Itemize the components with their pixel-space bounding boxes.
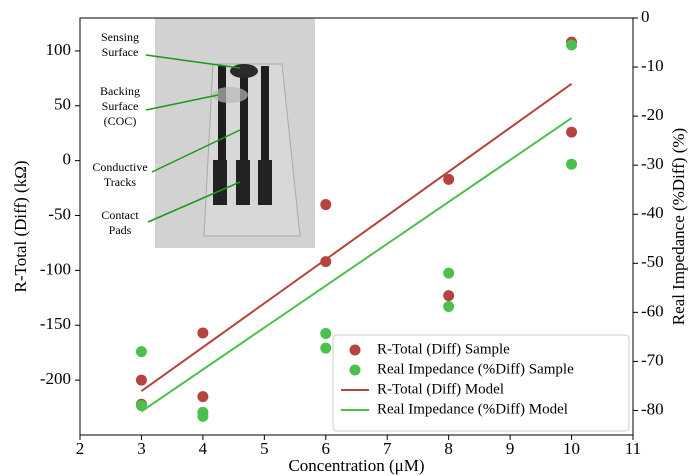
annotation: Sensing <box>101 30 139 44</box>
y2-tick-label: -60 <box>641 301 664 320</box>
annotation: Conductive <box>92 160 147 174</box>
y2-tick-label: 0 <box>641 7 650 26</box>
x-tick-label: 11 <box>625 439 641 458</box>
point <box>197 410 209 422</box>
legend-box <box>332 334 630 432</box>
y2-tick-label: -40 <box>641 203 664 222</box>
y2-tick-label: -10 <box>641 56 664 75</box>
x-tick-label: 9 <box>506 439 515 458</box>
point <box>443 173 455 185</box>
legend-label: Real Impedance (%Diff) Model <box>377 401 568 417</box>
x-tick-label: 3 <box>137 439 146 458</box>
legend-swatch <box>349 364 361 376</box>
x-tick-label: 2 <box>76 439 85 458</box>
x-axis-label: Concentration (μM) <box>288 456 424 475</box>
y2-tick-label: -80 <box>641 399 664 418</box>
point <box>135 400 147 412</box>
x-tick-label: 7 <box>383 439 392 458</box>
inset-photo <box>145 18 315 248</box>
y2-axis-label: Real Impedance (%Diff) (%) <box>669 128 688 325</box>
y-tick-label: -150 <box>40 314 71 333</box>
point <box>566 39 578 51</box>
point <box>197 391 209 403</box>
model-line <box>140 83 573 392</box>
model-line <box>140 117 573 413</box>
x-tick-label: 10 <box>563 439 580 458</box>
annotation: Backing <box>100 84 140 98</box>
y-tick-label: 100 <box>46 40 72 59</box>
point <box>135 374 147 386</box>
x-tick-label: 6 <box>322 439 331 458</box>
legend-label: R-Total (Diff) Sample <box>377 341 510 357</box>
point <box>443 267 455 279</box>
y-tick-label: 50 <box>54 95 71 114</box>
point <box>443 300 455 312</box>
y-tick-label: -50 <box>48 204 71 223</box>
point <box>320 327 332 339</box>
point <box>566 126 578 138</box>
annotation: Tracks <box>104 175 137 189</box>
annotation: Surface <box>102 99 139 113</box>
x-tick-label: 8 <box>444 439 453 458</box>
point <box>135 346 147 358</box>
plot-frame <box>79 17 634 436</box>
y2-tick-label: -50 <box>641 252 664 271</box>
annotation: (COC) <box>104 114 137 128</box>
legend-label: Real Impedance (%Diff) Sample <box>377 361 574 377</box>
y2-tick-label: -30 <box>641 154 664 173</box>
point <box>197 327 209 339</box>
legend-swatch <box>349 344 361 356</box>
point <box>566 158 578 170</box>
point <box>320 256 332 268</box>
annotation: Surface <box>102 45 139 59</box>
point <box>320 199 332 211</box>
y2-tick-label: -70 <box>641 350 664 369</box>
y-axis-label: R-Total (Diff) (kΩ) <box>11 161 30 293</box>
legend-label: R-Total (Diff) Model <box>377 381 504 397</box>
annotation: Pads <box>109 223 132 237</box>
y2-tick-label: -20 <box>641 105 664 124</box>
y-tick-label: 0 <box>63 150 72 169</box>
point <box>443 290 455 302</box>
y-tick-label: -100 <box>40 259 71 278</box>
x-tick-label: 4 <box>199 439 208 458</box>
x-tick-label: 5 <box>260 439 269 458</box>
annotation: Contact <box>101 208 139 222</box>
point <box>320 342 332 354</box>
y-tick-label: -200 <box>40 369 71 388</box>
